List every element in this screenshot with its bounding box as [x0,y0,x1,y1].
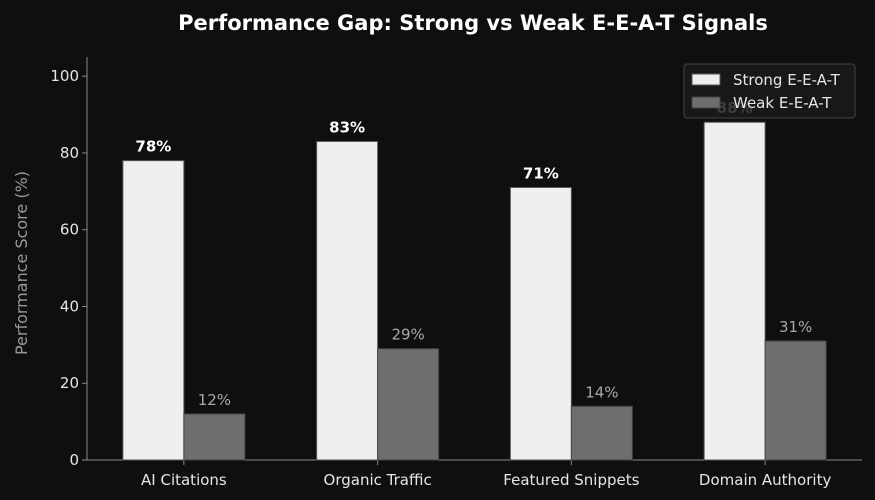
data-label-strong: 83% [329,118,365,136]
bar-strong [316,140,379,461]
y-tick-label: 100 [50,67,79,85]
y-axis-label: Performance Score (%) [12,171,31,355]
x-tick-label: Organic Traffic [324,471,432,489]
x-tick-label: Domain Authority [699,471,832,489]
bar-strong [703,121,766,461]
bar-weak [764,340,827,461]
y-tick-label: 60 [60,221,79,239]
data-label-strong: 78% [135,138,171,156]
bar-strong [509,186,572,461]
data-label-weak: 14% [585,383,618,401]
y-tick-label: 20 [60,374,79,392]
bar-weak [183,413,246,461]
legend-label-weak: Weak E-E-A-T [733,94,832,112]
data-label-strong: 71% [523,164,559,182]
bar-weak [377,348,440,461]
data-label-weak: 12% [198,391,231,409]
bar-weak [570,405,633,461]
legend-swatch-strong [691,73,721,86]
chart-title: Performance Gap: Strong vs Weak E-E-A-T … [178,11,768,35]
x-tick-label: Featured Snippets [503,471,639,489]
bar-strong [122,160,185,461]
legend-box [683,63,856,119]
data-label-weak: 29% [391,326,424,344]
legend-swatch-weak [691,96,721,109]
legend: Strong E-E-A-T Weak E-E-A-T [683,63,856,119]
y-tick-label: 40 [60,297,79,315]
y-tick-label: 80 [60,144,79,162]
plot-area: 0 20 40 60 80 100 AI Citations Organic Traffic F… [50,57,862,489]
data-label-weak: 31% [779,318,812,336]
x-tick-label: AI Citations [141,471,227,489]
y-tick-label: 0 [69,451,79,469]
legend-label-strong: Strong E-E-A-T [733,71,841,89]
